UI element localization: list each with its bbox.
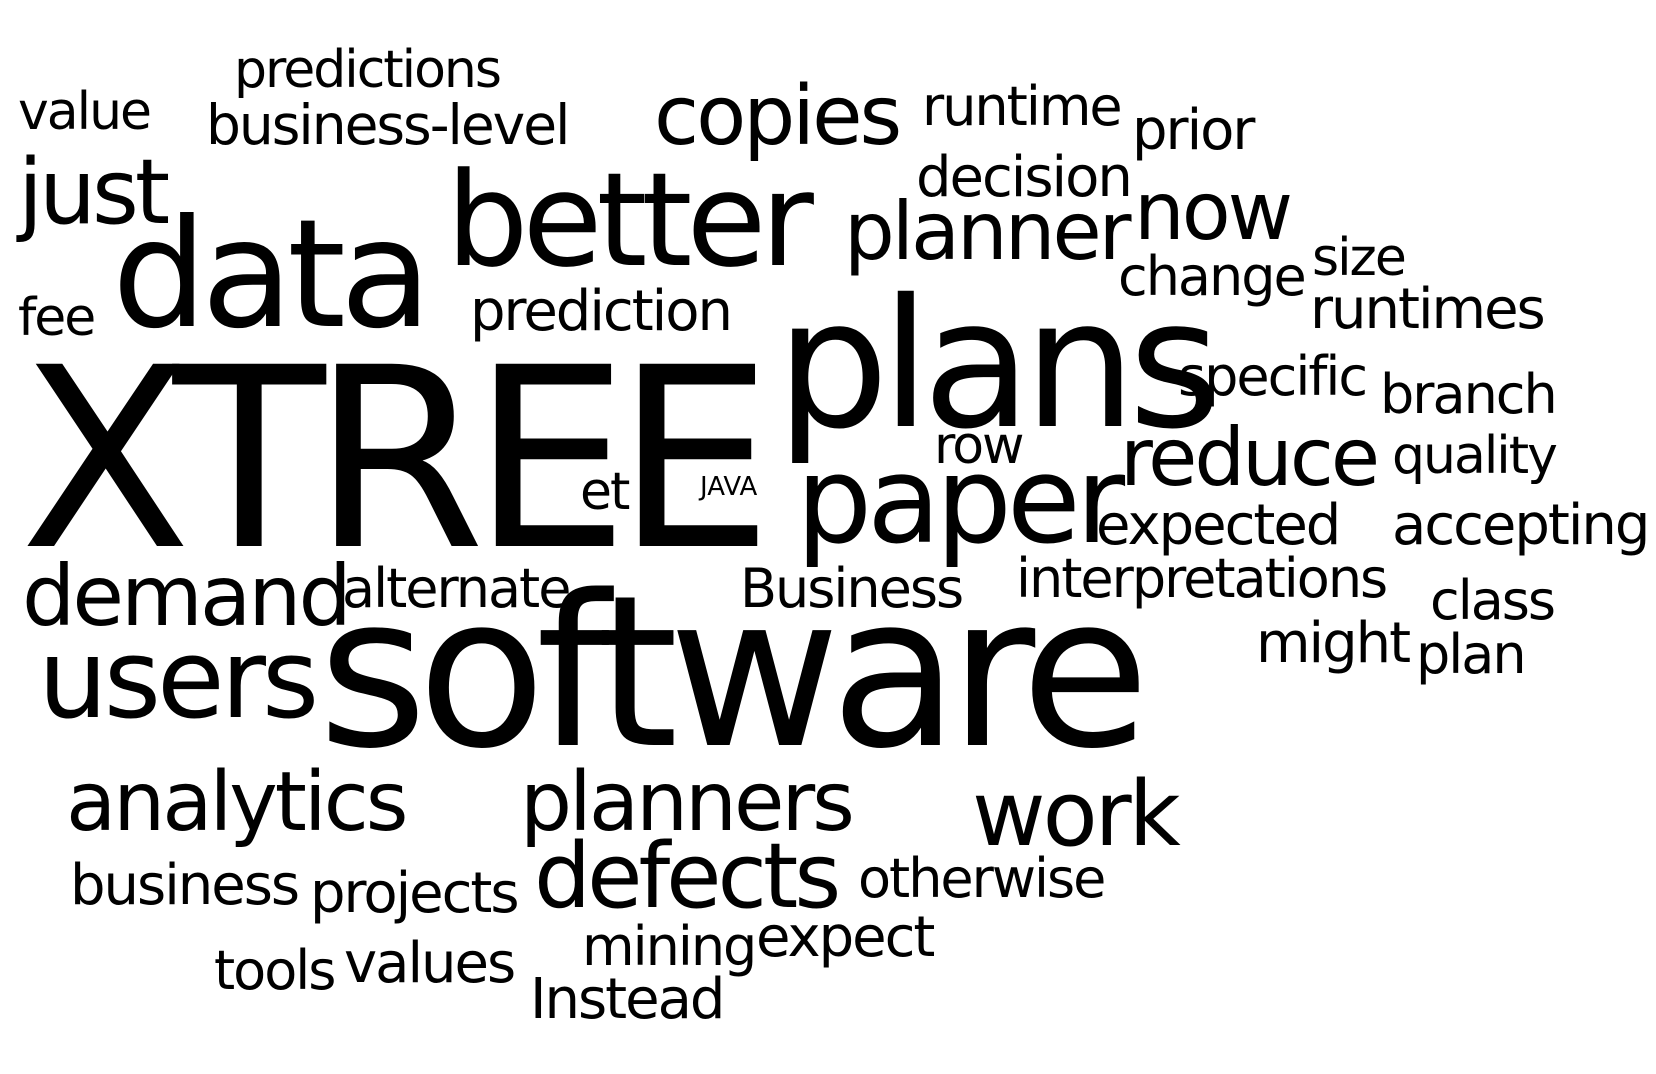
word-plans: plans — [776, 261, 1221, 468]
word-now: now — [1134, 165, 1293, 258]
word-demand: demand — [22, 547, 352, 645]
word-might: might — [1256, 611, 1411, 676]
word-mining: mining — [582, 915, 757, 978]
word-just: just — [18, 140, 170, 245]
word-accepting: accepting — [1392, 493, 1650, 558]
word-planners: planners — [520, 755, 855, 850]
word-predictions: predictions — [234, 40, 502, 100]
word-XTREE: XTREE — [20, 314, 773, 605]
word-size: size — [1312, 228, 1407, 288]
word-et: et — [580, 462, 630, 522]
word-projects: projects — [310, 861, 520, 926]
word-prior: prior — [1132, 98, 1255, 163]
word-runtime: runtime — [922, 75, 1123, 138]
word-quality: quality — [1392, 426, 1558, 486]
word-copies: copies — [654, 69, 902, 164]
word-business: business — [70, 853, 300, 918]
word-business-level: business-level — [206, 93, 570, 157]
word-otherwise: otherwise — [858, 847, 1106, 910]
word-expected: expected — [1096, 493, 1341, 558]
word-planner: planner — [844, 185, 1132, 278]
word-plan: plan — [1416, 623, 1527, 686]
word-tools: tools — [214, 939, 336, 1002]
word-interpretations: interpretations — [1016, 547, 1388, 610]
word-JAVA: JAVA — [700, 472, 758, 502]
word-values: values — [344, 931, 516, 996]
word-specific: specific — [1178, 345, 1368, 408]
word-Business: Business — [740, 557, 964, 620]
word-value: value — [18, 82, 152, 142]
word-paper: paper — [796, 432, 1125, 571]
word-alternate: alternate — [342, 557, 571, 620]
word-fee: fee — [18, 288, 96, 348]
word-change: change — [1118, 245, 1307, 308]
word-software: software — [318, 550, 1150, 795]
word-Instead: Instead — [530, 967, 725, 1032]
word-decision: decision — [916, 145, 1133, 210]
word-class: class — [1430, 569, 1556, 632]
word-branch: branch — [1380, 363, 1558, 426]
word-better: better — [446, 144, 814, 296]
word-work: work — [972, 762, 1181, 867]
word-expect: expect — [756, 905, 935, 970]
word-runtimes: runtimes — [1310, 277, 1546, 342]
word-analytics: analytics — [66, 755, 409, 850]
word-defects: defects — [534, 824, 841, 929]
word-data: data — [112, 188, 432, 362]
word-reduce: reduce — [1120, 411, 1380, 504]
word-users: users — [38, 615, 319, 743]
word-prediction: prediction — [470, 279, 733, 344]
word-row: row — [934, 416, 1025, 476]
